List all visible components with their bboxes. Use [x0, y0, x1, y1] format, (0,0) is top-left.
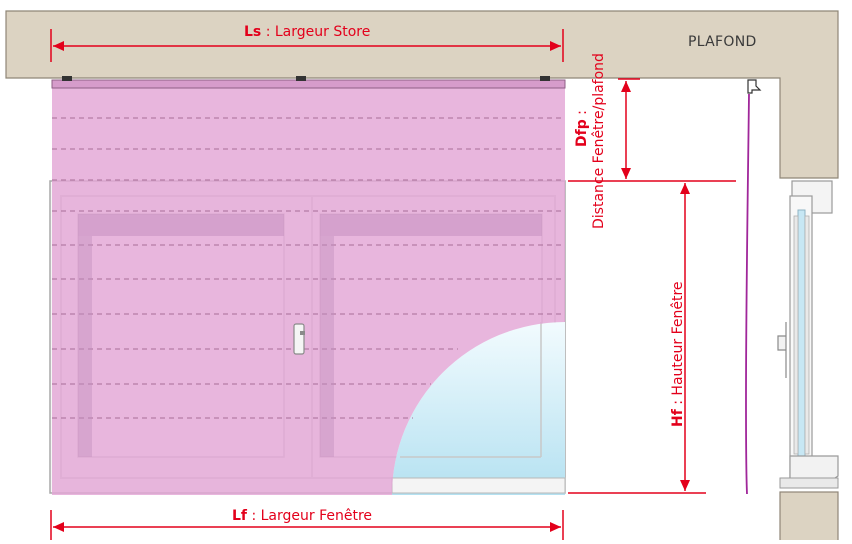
window-height-label: Hf : Hauteur Fenêtre	[670, 281, 687, 427]
ceiling-label: PLAFOND	[688, 34, 757, 50]
store-width-abbr: Ls	[244, 24, 262, 40]
ceiling	[5, 10, 839, 179]
wall-lower	[779, 491, 839, 543]
dimension-window-width	[50, 510, 564, 540]
window-glass	[391, 322, 566, 495]
window-ceiling-distance-colon: :	[574, 110, 590, 120]
window-width-abbr: Lf	[232, 508, 248, 524]
blind-headrail	[51, 76, 566, 89]
blind-side-view	[745, 79, 762, 495]
window-height-abbr: Hf	[670, 409, 686, 427]
window-ceiling-distance-abbr: Dfp	[574, 119, 590, 147]
store-width-text: : Largeur Store	[261, 24, 371, 40]
store-width-label: Ls : Largeur Store	[241, 24, 374, 40]
window-height-text: : Hauteur Fenêtre	[670, 281, 686, 410]
window-ceiling-distance-text: Distance Fenêtre/plafond	[591, 53, 607, 229]
dimension-window-ceiling-distance	[568, 78, 736, 182]
window-side-profile	[777, 180, 839, 489]
window-width-text: : Largeur Fenêtre	[247, 508, 373, 524]
dimension-store-width	[50, 29, 564, 62]
window-width-label: Lf : Largeur Fenêtre	[232, 508, 372, 524]
dimension-window-height	[568, 183, 706, 494]
window-handle-front	[293, 323, 305, 355]
window-ceiling-distance-label: Dfp : Distance Fenêtre/plafond	[574, 53, 608, 229]
roller-blind	[52, 86, 565, 495]
